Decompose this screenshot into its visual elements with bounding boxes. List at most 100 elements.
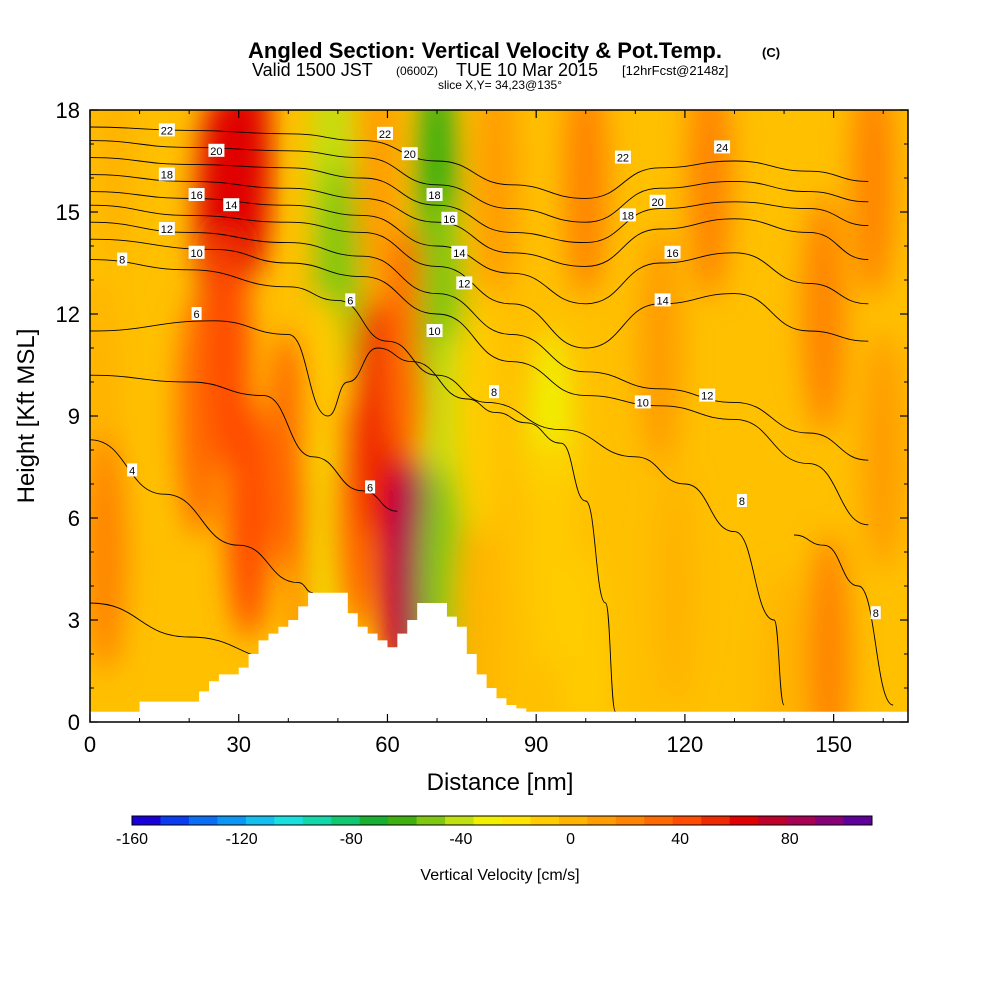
contour-label-4: 14 bbox=[225, 200, 237, 212]
contour-14-8 bbox=[90, 204, 869, 349]
velocity-cell-2 bbox=[92, 110, 137, 264]
velocity-cell-1 bbox=[90, 432, 127, 672]
colorbar-tick-40: 40 bbox=[671, 831, 689, 848]
plot-area: 2220181614121086422201816141210866222420… bbox=[90, 110, 908, 722]
y-axis-label: Height [Kft MSL] bbox=[13, 329, 40, 504]
contour-label-box-2 bbox=[158, 167, 175, 181]
colorbar bbox=[131, 815, 873, 826]
contour-label-box-19 bbox=[365, 480, 376, 494]
x-tick-label-150: 150 bbox=[815, 732, 852, 757]
contour-label-box-17 bbox=[489, 385, 500, 399]
colorbar-segment-10 bbox=[416, 816, 446, 825]
contour-label-26: 12 bbox=[701, 391, 713, 403]
contour-label-box-5 bbox=[158, 222, 175, 235]
velocity-cell-25 bbox=[454, 296, 499, 536]
contour-label-box-1 bbox=[208, 143, 225, 157]
colorbar-tick--160: -160 bbox=[116, 831, 148, 848]
colorbar-segment-5 bbox=[274, 816, 304, 825]
velocity-cell-32 bbox=[652, 466, 697, 706]
y-tick-label-9: 9 bbox=[68, 404, 80, 429]
contour-label-box-13 bbox=[441, 211, 458, 225]
velocity-cell-30 bbox=[563, 110, 608, 298]
contour-label-1: 20 bbox=[210, 146, 222, 158]
contour-label-box-7 bbox=[117, 252, 128, 266]
contour-label-box-27 bbox=[634, 395, 651, 409]
y-tick-label-3: 3 bbox=[68, 608, 80, 633]
velocity-cell-16 bbox=[355, 110, 400, 298]
colorbar-segment-0 bbox=[132, 816, 161, 825]
contour-label-28: 8 bbox=[739, 496, 745, 508]
terrain bbox=[90, 592, 908, 722]
colorbar-segment-3 bbox=[217, 816, 247, 825]
contour-label-23: 18 bbox=[622, 210, 634, 222]
valid-date: TUE 10 Mar 2015 bbox=[456, 60, 598, 80]
contour-label-24: 16 bbox=[666, 248, 678, 260]
colorbar-segment-11 bbox=[445, 816, 475, 825]
velocity-cell-19 bbox=[385, 228, 430, 468]
colorbar-segment-4 bbox=[245, 816, 275, 825]
y-tick-label-0: 0 bbox=[68, 710, 80, 735]
colorbar-segment-17 bbox=[615, 816, 645, 825]
contour-label-box-22 bbox=[649, 194, 666, 208]
velocity-cell-38 bbox=[861, 330, 906, 570]
contour-label-box-20 bbox=[614, 150, 631, 164]
y-axis-ticks: 0 3 6 9 12 15 18 bbox=[56, 98, 908, 735]
velocity-field bbox=[90, 110, 906, 722]
colorbar-segment-24 bbox=[815, 816, 845, 825]
contour-label-13: 16 bbox=[443, 214, 455, 226]
colorbar-segment-14 bbox=[530, 816, 560, 825]
y-tick-label-18: 18 bbox=[56, 98, 80, 123]
contour-label-box-25 bbox=[654, 293, 671, 307]
contour-label-box-3 bbox=[188, 188, 205, 201]
x-tick-label-120: 120 bbox=[667, 732, 704, 757]
contour-label-box-28 bbox=[736, 494, 747, 507]
colorbar-label: Vertical Velocity [cm/s] bbox=[420, 867, 579, 884]
chart-title: Angled Section: Vertical Velocity & Pot.… bbox=[248, 38, 722, 63]
contour-22-12 bbox=[90, 140, 869, 223]
contour-label-20: 22 bbox=[617, 153, 629, 165]
colorbar-segment-21 bbox=[729, 816, 759, 825]
y-tick-label-12: 12 bbox=[56, 302, 80, 327]
contour-label-21: 24 bbox=[716, 142, 728, 154]
contour-label-14: 14 bbox=[453, 248, 465, 260]
contour-labels: 2220181614121086422201816141210866222420… bbox=[117, 123, 881, 620]
contour-12-7 bbox=[90, 221, 869, 461]
contour-label-box-15 bbox=[456, 276, 473, 290]
y-tick-label-6: 6 bbox=[68, 506, 80, 531]
contour-label-box-0 bbox=[158, 123, 175, 137]
valid-time-zulu: (0600Z) bbox=[396, 64, 438, 78]
contour-16-9 bbox=[90, 191, 869, 305]
x-axis-ticks: 0 30 60 90 120 150 bbox=[84, 110, 884, 757]
contour-8-5 bbox=[793, 534, 894, 706]
contour-label-box-26 bbox=[699, 388, 716, 402]
colorbar-segment-8 bbox=[359, 816, 389, 825]
colorbar-segment-25 bbox=[843, 816, 873, 825]
contour-label-17: 8 bbox=[491, 387, 497, 399]
x-tick-label-90: 90 bbox=[524, 732, 548, 757]
x-tick-label-60: 60 bbox=[375, 732, 399, 757]
colorbar-tick-0: 0 bbox=[566, 831, 575, 848]
colorbar-segment-22 bbox=[758, 816, 788, 825]
contour-label-box-4 bbox=[223, 198, 240, 212]
velocity-cell-28 bbox=[529, 432, 574, 672]
contour-label-box-29 bbox=[870, 606, 881, 620]
velocity-cell-36 bbox=[806, 534, 851, 722]
colorbar-segment-16 bbox=[587, 816, 617, 825]
contour-label-29: 8 bbox=[873, 608, 879, 620]
colorbar-tick-80: 80 bbox=[781, 831, 799, 848]
contour-label-25: 14 bbox=[656, 295, 668, 307]
forecast-info: [12hrFcst@2148z] bbox=[622, 63, 728, 78]
x-tick-label-0: 0 bbox=[84, 732, 96, 757]
contour-label-5: 12 bbox=[161, 224, 173, 236]
slice-info: slice X,Y= 34,23@135° bbox=[438, 78, 562, 92]
velocity-cell-29 bbox=[563, 551, 608, 722]
contour-label-15: 12 bbox=[458, 278, 470, 290]
velocity-cell-6 bbox=[226, 110, 271, 281]
contour-label-19: 6 bbox=[367, 482, 373, 494]
contour-20-11 bbox=[90, 157, 869, 244]
colorbar-segment-1 bbox=[160, 816, 190, 825]
velocity-cell-34 bbox=[762, 568, 807, 722]
colorbar-segment-13 bbox=[502, 816, 531, 825]
contour-label-6: 10 bbox=[190, 248, 202, 260]
contour-label-0: 22 bbox=[161, 125, 173, 137]
